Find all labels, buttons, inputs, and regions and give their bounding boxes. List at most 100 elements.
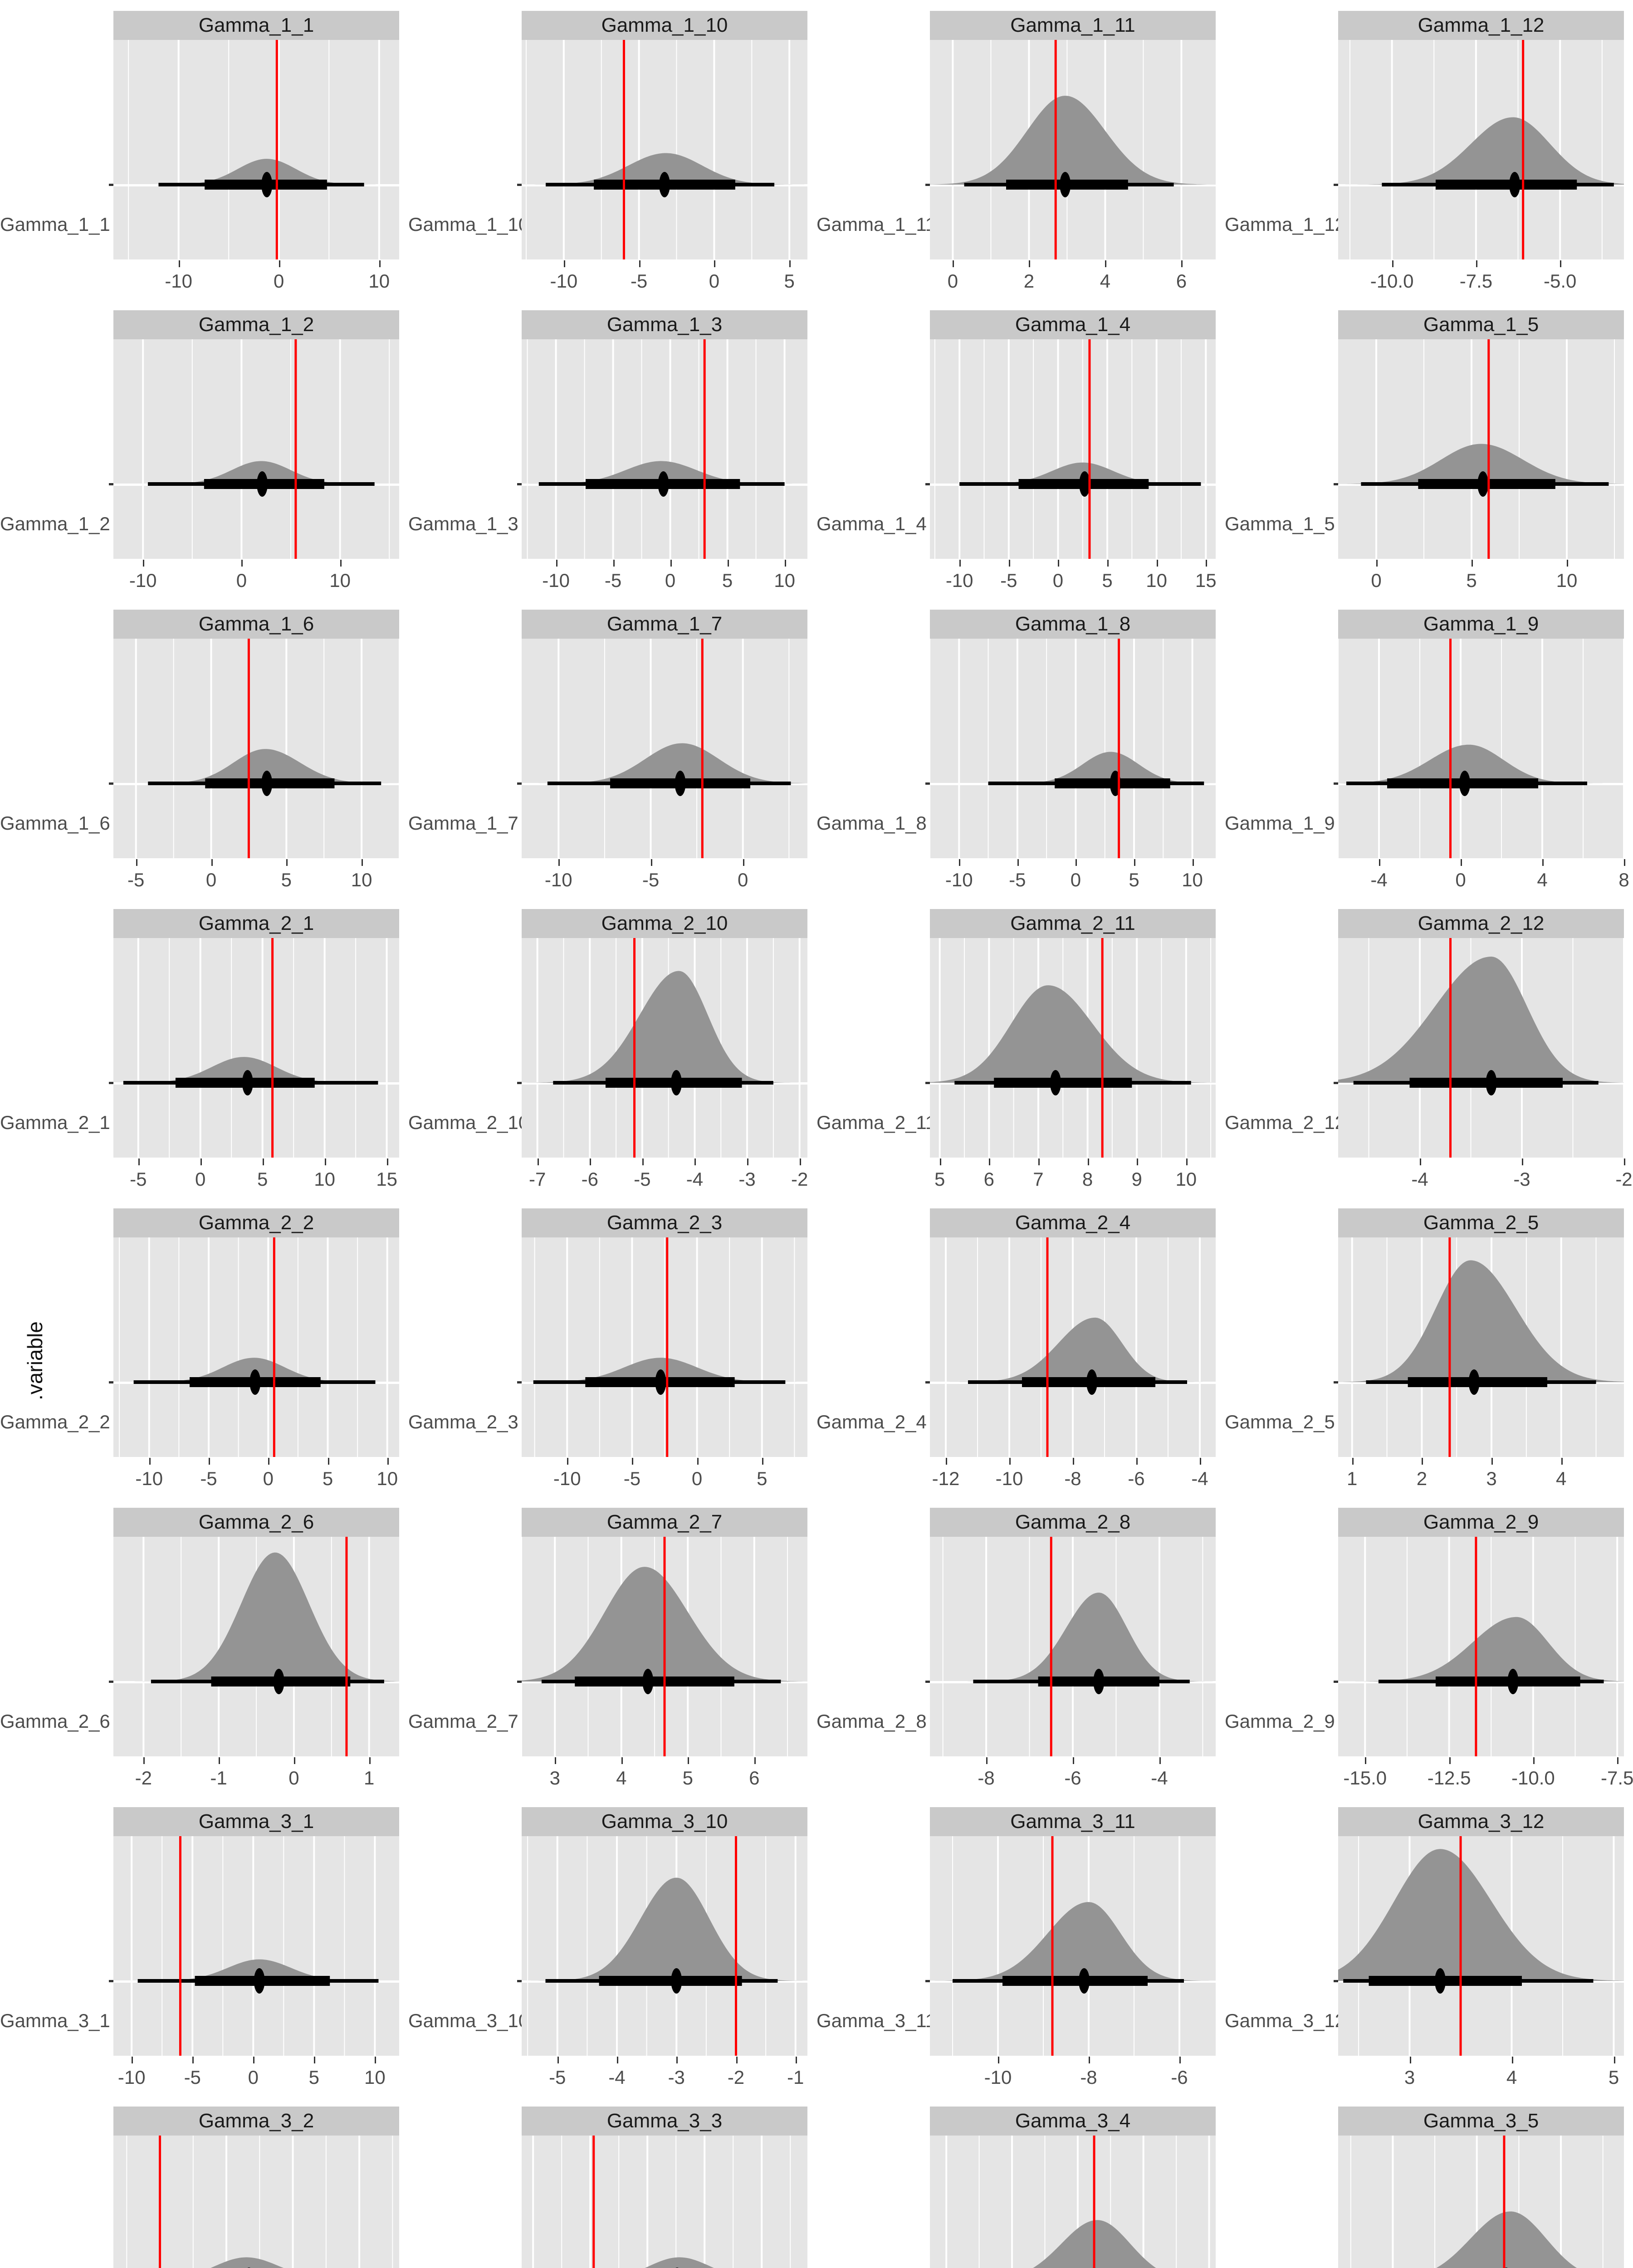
major-gridline (327, 1237, 329, 1457)
panel (1338, 40, 1624, 259)
density-plot (532, 2136, 791, 2268)
x-tick-mark (1409, 2057, 1411, 2063)
minor-gridline (161, 1836, 163, 2056)
major-gridline (798, 938, 801, 1158)
x-tick-mark (556, 560, 557, 567)
density-plot (522, 1537, 807, 1756)
minor-gridline (676, 40, 677, 259)
minor-gridline (604, 639, 605, 858)
x-tick-label: -10 (945, 869, 973, 890)
y-axis-tick (1334, 184, 1338, 186)
major-gridline (761, 2136, 763, 2268)
x-tick-mark (1008, 560, 1010, 567)
major-gridline (261, 938, 264, 1158)
minor-gridline (1210, 938, 1212, 1158)
major-gridline (1106, 339, 1109, 559)
facet-title: Gamma_2_11 (1010, 912, 1135, 934)
reference-line (1050, 1537, 1052, 1756)
facet-Gamma_2_6: Gamma_2_6 Gamma_2_6 -2 -1 0 1 (0, 1497, 408, 1796)
x-tick-label: -12 (932, 1468, 960, 1489)
x-axis: -8 -6 -4 (930, 1756, 1216, 1796)
x-tick-mark (1137, 1158, 1139, 1165)
point-estimate (242, 1070, 253, 1095)
density-area (522, 1877, 807, 1981)
x-tick-label: -4 (1151, 1767, 1168, 1789)
major-gridline (566, 1237, 568, 1457)
x-tick-label: -4 (1191, 1468, 1208, 1489)
major-gridline (1391, 40, 1393, 259)
panel (1338, 639, 1624, 858)
x-axis: 3 4 5 (1338, 2056, 1624, 2096)
point-estimate (1086, 1369, 1097, 1395)
x-tick-mark (1107, 560, 1109, 567)
x-axis: -10.0 -7.5 -5.0 (1338, 259, 1624, 299)
minor-gridline (126, 2136, 127, 2268)
density-area (113, 1057, 399, 1083)
x-tick-mark (795, 2057, 797, 2063)
major-gridline (339, 339, 341, 559)
minor-gridline (1082, 339, 1083, 559)
x-axis: -10 -8 -6 (930, 2056, 1216, 2096)
minor-gridline (1131, 339, 1133, 559)
x-tick-mark (1461, 859, 1462, 866)
x-axis: -10 0 10 (113, 259, 399, 299)
x-tick-mark (1200, 1458, 1201, 1465)
y-axis-tick (1334, 782, 1338, 785)
x-tick-label: -6 (581, 1168, 598, 1190)
minor-gridline (794, 1237, 795, 1457)
minor-gridline (323, 639, 325, 858)
reference-line (1046, 1237, 1049, 1457)
row-axis-label: Gamma_1_2 (0, 513, 110, 534)
density-area (1338, 117, 1624, 185)
x-tick-mark (558, 859, 560, 866)
y-axis-tick (925, 1980, 930, 1982)
x-axis: 3 4 5 6 (522, 1756, 807, 1796)
x-tick-mark (989, 1158, 991, 1165)
major-gridline (958, 339, 961, 559)
x-tick-mark (386, 1158, 388, 1165)
row-label-area: Gamma_2_6 (0, 1537, 110, 1756)
reference-line (633, 938, 636, 1158)
row-label-area: Gamma_1_5 (1225, 339, 1335, 559)
panel (1338, 2136, 1624, 2268)
x-tick-label: 8 (1082, 1168, 1093, 1190)
density-area (113, 1959, 399, 1981)
x-tick-label: -5 (623, 1468, 641, 1489)
x-tick-mark (1087, 1158, 1089, 1165)
x-tick-mark (362, 859, 363, 866)
minor-gridline (178, 1237, 180, 1457)
facet-title: Gamma_1_3 (606, 313, 723, 336)
major-gridline (1075, 639, 1077, 858)
panel (522, 1836, 807, 2056)
x-tick-mark (1029, 260, 1031, 267)
major-gridline (240, 339, 243, 559)
x-tick-mark (986, 1757, 988, 1764)
minor-gridline (1111, 938, 1113, 1158)
major-gridline (945, 1237, 947, 1457)
minor-gridline (1033, 339, 1034, 559)
density-plot (522, 40, 807, 259)
row-label-area: Gamma_3_4 (816, 2136, 924, 2268)
major-gridline (746, 938, 748, 1158)
minor-gridline (1601, 40, 1603, 259)
minor-gridline (729, 1237, 730, 1457)
minor-gridline (119, 1237, 120, 1457)
x-tick-label: 5 (682, 1767, 693, 1789)
x-axis: 0 2 4 6 (930, 259, 1216, 299)
facet-Gamma_2_4: Gamma_2_4 Gamma_2_4 -12 -10 -8 -6 -4 (816, 1198, 1225, 1497)
x-tick-label: 0 (195, 1168, 206, 1190)
minor-gridline (788, 639, 790, 858)
major-gridline (1392, 2136, 1394, 2268)
x-tick-mark (1561, 1458, 1563, 1465)
row-label-area: Gamma_2_4 (816, 1237, 927, 1457)
density-area (113, 159, 399, 185)
panel (113, 1836, 399, 2056)
major-gridline (386, 938, 388, 1158)
minor-gridline (1419, 639, 1420, 858)
y-axis-tick (517, 1980, 522, 1982)
major-gridline (1378, 639, 1380, 858)
density-plot (930, 1537, 1216, 1756)
reference-line (1522, 40, 1525, 259)
x-tick-label: -6 (1128, 1468, 1145, 1489)
facet-strip: Gamma_1_5 (1338, 310, 1624, 339)
